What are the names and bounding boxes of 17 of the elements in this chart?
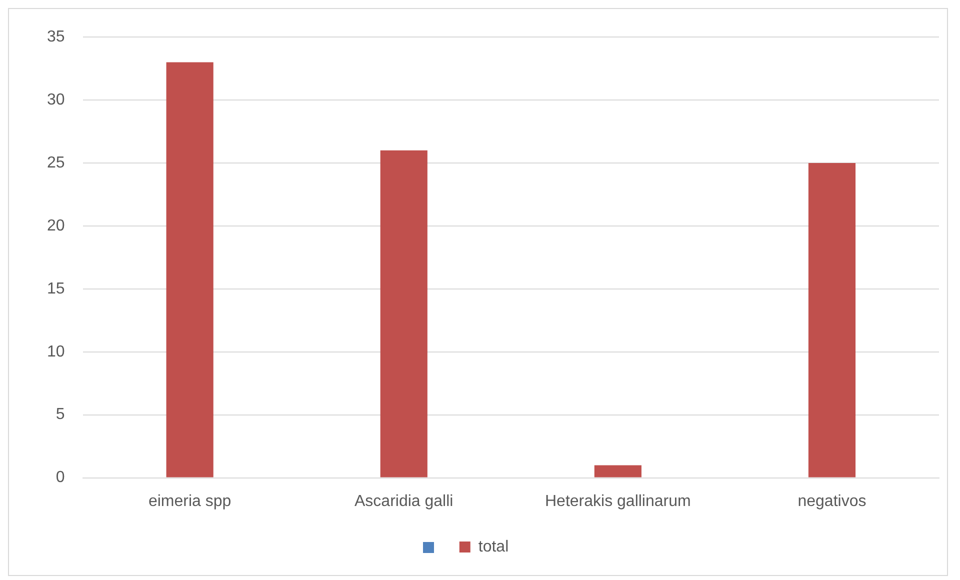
y-tick-label: 15 bbox=[47, 280, 65, 298]
bar bbox=[594, 465, 642, 478]
legend-label: total bbox=[478, 538, 509, 556]
x-tick-label: negativos bbox=[798, 492, 866, 510]
bar bbox=[166, 62, 214, 478]
bar bbox=[808, 162, 856, 478]
bar bbox=[380, 150, 428, 478]
y-tick-label: 30 bbox=[47, 91, 65, 108]
y-tick-label: 0 bbox=[56, 469, 65, 486]
y-tick-label: 20 bbox=[47, 217, 65, 234]
x-tick-label: eimeria spp bbox=[148, 492, 232, 510]
x-tick-label: Ascaridia galli bbox=[354, 492, 454, 510]
x-tick-label: Heterakis gallinarum bbox=[545, 492, 691, 510]
y-tick-label: 10 bbox=[47, 343, 65, 360]
y-tick-label: 25 bbox=[47, 154, 65, 172]
y-tick-label: 5 bbox=[56, 406, 65, 424]
y-tick-label: 35 bbox=[47, 28, 65, 46]
